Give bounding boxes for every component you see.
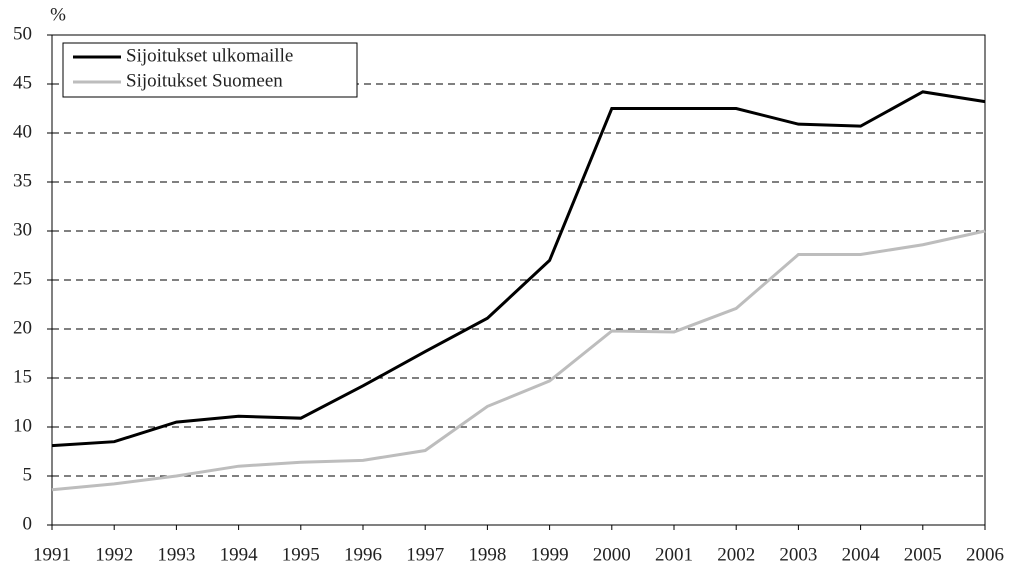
x-tick-label: 2004 bbox=[842, 544, 881, 565]
legend-label: Sijoitukset Suomeen bbox=[126, 70, 283, 91]
x-tick-label: 1994 bbox=[220, 544, 259, 565]
x-tick-label: 1993 bbox=[157, 544, 195, 565]
x-tick-label: 2002 bbox=[717, 544, 755, 565]
x-tick-label: 2006 bbox=[966, 544, 1004, 565]
x-tick-label: 1992 bbox=[95, 544, 133, 565]
y-tick-label: 10 bbox=[13, 415, 32, 436]
y-tick-label: 20 bbox=[13, 317, 32, 338]
legend-box bbox=[62, 42, 358, 98]
y-tick-label: 25 bbox=[13, 268, 32, 289]
y-tick-label: 45 bbox=[13, 72, 32, 93]
y-tick-label: 50 bbox=[13, 23, 32, 44]
x-tick-label: 2005 bbox=[904, 544, 942, 565]
y-tick-label: 35 bbox=[13, 170, 32, 191]
y-tick-label: 30 bbox=[13, 219, 32, 240]
y-tick-label: 40 bbox=[13, 121, 32, 142]
x-tick-label: 2003 bbox=[779, 544, 817, 565]
y-tick-label: 0 bbox=[23, 513, 33, 534]
x-tick-label: 1991 bbox=[33, 544, 71, 565]
series-line bbox=[51, 90, 986, 448]
y-tick-label: 5 bbox=[23, 464, 33, 485]
x-tick-label: 1997 bbox=[406, 544, 444, 565]
plot-frame bbox=[51, 34, 986, 526]
series-line bbox=[51, 229, 986, 492]
x-tick-label: 1998 bbox=[468, 544, 506, 565]
y-unit: % bbox=[50, 4, 66, 25]
x-tick-label: 1995 bbox=[282, 544, 320, 565]
x-tick-label: 2000 bbox=[593, 544, 631, 565]
legend-label: Sijoitukset ulkomaille bbox=[126, 45, 293, 66]
x-tick-label: 1996 bbox=[344, 544, 382, 565]
x-tick-label: 1999 bbox=[531, 544, 569, 565]
y-tick-label: 15 bbox=[13, 366, 32, 387]
x-tick-label: 2001 bbox=[655, 544, 693, 565]
